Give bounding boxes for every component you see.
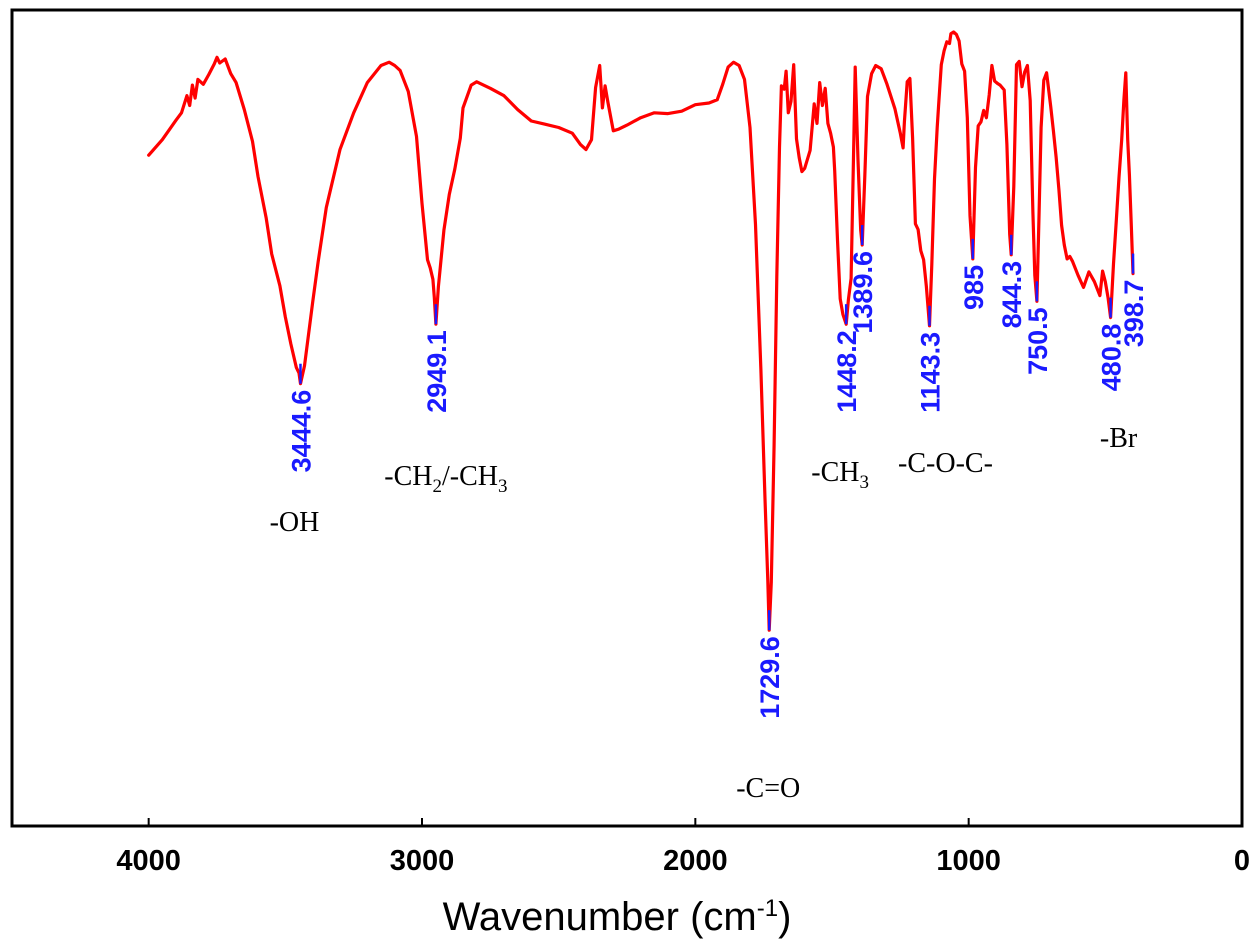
- group-label-ch2-ch3: -CH2/-CH3: [384, 461, 507, 497]
- x-tick-label: 4000: [116, 845, 181, 877]
- peak-label: 3444.6: [286, 390, 316, 473]
- x-tick-label: 1000: [936, 845, 1001, 877]
- x-axis-title: Wavenumber (cm-1): [443, 895, 792, 939]
- spectrum-line: [147, 30, 1135, 632]
- peak-label: 750.5: [1023, 307, 1053, 375]
- group-label-br: -Br: [1100, 423, 1138, 454]
- group-label-oh: -OH: [270, 507, 320, 538]
- x-tick-label: 3000: [390, 845, 455, 877]
- x-tick-label: 2000: [663, 845, 728, 877]
- group-label-co: -C=O: [736, 773, 800, 804]
- plot-frame: [10, 8, 1244, 828]
- peak-label: 844.3: [997, 261, 1027, 329]
- group-label-coc: -C-O-C-: [898, 448, 993, 479]
- peak-label: 985: [959, 265, 989, 310]
- peak-label: 1448.2: [832, 330, 862, 413]
- peak-label: 1143.3: [915, 332, 945, 413]
- x-tick-label: 0: [1234, 845, 1250, 877]
- peak-label: 1389.6: [848, 251, 878, 334]
- group-label-ch3: -CH3: [811, 457, 869, 493]
- peak-label: 1729.6: [755, 636, 785, 719]
- peak-label: 480.8: [1097, 324, 1127, 392]
- peak-label: 2949.1: [422, 330, 452, 413]
- peak-label: 398.7: [1119, 280, 1149, 348]
